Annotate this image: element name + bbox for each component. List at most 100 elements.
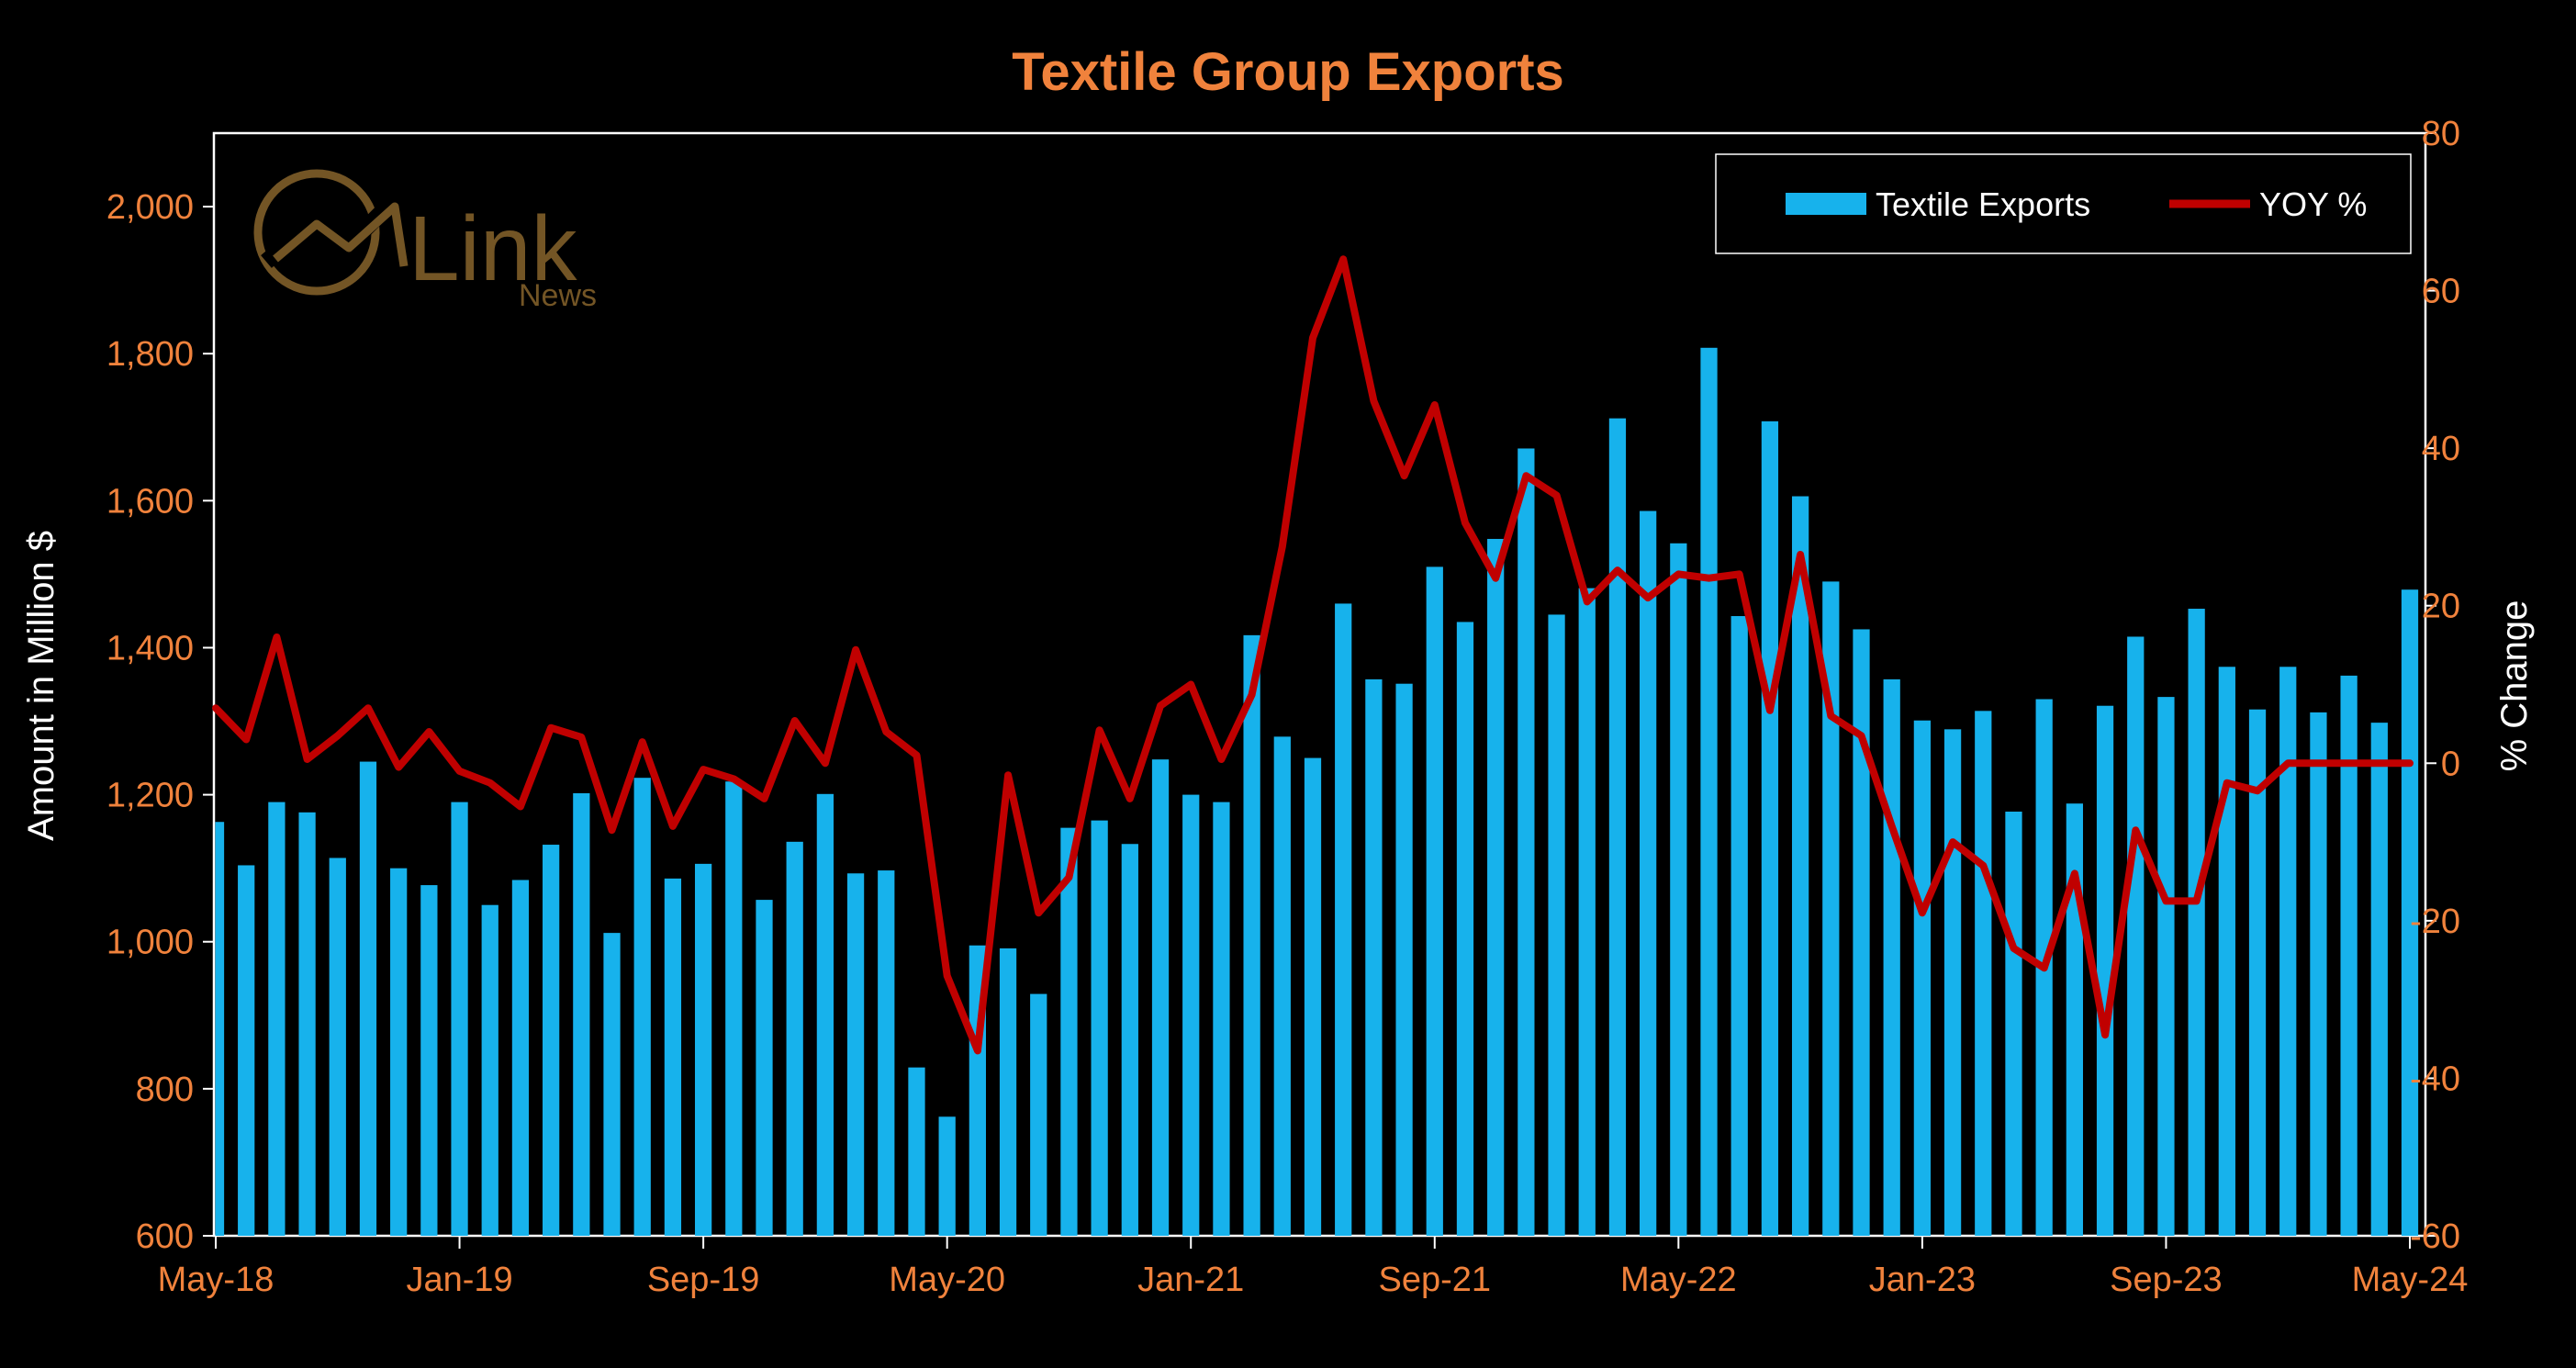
bar-textile-exports bbox=[694, 863, 712, 1236]
logo-mountain-icon bbox=[253, 169, 412, 296]
bar-textile-exports bbox=[664, 878, 682, 1236]
x-tick-label: Sep-21 bbox=[1379, 1261, 1492, 1299]
bar-textile-exports bbox=[1791, 496, 1809, 1236]
bar-textile-exports bbox=[329, 858, 346, 1236]
bar-textile-exports bbox=[2340, 675, 2358, 1236]
bar-textile-exports bbox=[603, 933, 621, 1236]
legend-label-yoy: YOY % bbox=[2259, 185, 2367, 223]
bar-textile-exports bbox=[1395, 683, 1413, 1236]
bar-textile-exports bbox=[2279, 667, 2297, 1236]
y-left-tick-label: 1,000 bbox=[106, 924, 194, 962]
y-right-tick-label: 40 bbox=[2422, 430, 2460, 468]
legend-label-textile-exports: Textile Exports bbox=[1876, 185, 2090, 223]
bar-textile-exports bbox=[2218, 667, 2235, 1236]
bar-textile-exports bbox=[2005, 812, 2022, 1236]
bar-textile-exports bbox=[2401, 589, 2419, 1236]
bar-textile-exports bbox=[573, 792, 590, 1236]
x-tick-label: Jan-19 bbox=[406, 1261, 512, 1299]
logo-sub-text: News bbox=[519, 278, 597, 313]
bar-textile-exports bbox=[215, 822, 225, 1236]
x-tick-label: May-20 bbox=[889, 1261, 1005, 1299]
bar-textile-exports bbox=[1943, 729, 1962, 1236]
bar-textile-exports bbox=[2310, 712, 2327, 1236]
bar-textile-exports bbox=[1121, 844, 1138, 1236]
bar-textile-exports bbox=[1243, 634, 1260, 1236]
watermark-logo: Link News bbox=[253, 169, 597, 313]
bar-textile-exports bbox=[238, 865, 255, 1236]
bar-textile-exports bbox=[1213, 802, 1230, 1236]
y-right-tick-label: -40 bbox=[2410, 1060, 2460, 1098]
bar-textile-exports bbox=[451, 802, 468, 1236]
logo-brand-text: Link bbox=[409, 197, 577, 300]
y-left-tick-label: 2,000 bbox=[106, 188, 194, 227]
bar-textile-exports bbox=[1151, 759, 1170, 1236]
y-left-tick-label: 600 bbox=[136, 1217, 194, 1256]
bar-textile-exports bbox=[725, 781, 743, 1236]
bar-textile-exports bbox=[816, 793, 834, 1236]
y-right-tick-label: -20 bbox=[2410, 903, 2460, 941]
bar-textile-exports bbox=[2127, 636, 2145, 1236]
bar-textile-exports bbox=[359, 761, 377, 1236]
bar-textile-exports bbox=[999, 948, 1017, 1236]
bar-textile-exports bbox=[481, 904, 498, 1236]
bar-textile-exports bbox=[938, 1116, 956, 1236]
bar-textile-exports bbox=[2248, 709, 2267, 1236]
bar-textile-exports bbox=[390, 868, 408, 1236]
bar-textile-exports bbox=[908, 1067, 925, 1236]
bar-textile-exports bbox=[268, 802, 286, 1236]
bar-textile-exports bbox=[1548, 614, 1565, 1236]
line-layer bbox=[212, 255, 2414, 1055]
bar-textile-exports bbox=[1335, 603, 1352, 1236]
bar-textile-exports bbox=[1640, 510, 1657, 1236]
bar-textile-exports bbox=[1030, 993, 1047, 1236]
y-right-tick-label: 20 bbox=[2422, 588, 2460, 626]
bar-textile-exports bbox=[1608, 418, 1627, 1236]
bar-textile-exports bbox=[1487, 538, 1505, 1236]
bar-textile-exports bbox=[1883, 678, 1900, 1236]
bar-textile-exports bbox=[1365, 678, 1383, 1236]
bar-textile-exports bbox=[846, 873, 865, 1236]
chart-title: Textile Group Exports bbox=[1012, 42, 1564, 102]
bar-textile-exports bbox=[2188, 609, 2205, 1236]
bar-textile-exports bbox=[420, 885, 438, 1236]
y-axis-left-label: Amount in Million $ bbox=[21, 531, 62, 841]
y-left-tick-label: 1,400 bbox=[106, 629, 194, 667]
bar-textile-exports bbox=[1853, 629, 1870, 1236]
bar-textile-exports bbox=[878, 870, 895, 1236]
y-right-tick-label: 80 bbox=[2422, 115, 2460, 153]
x-tick-label: Sep-19 bbox=[647, 1261, 760, 1299]
bar-textile-exports bbox=[786, 841, 803, 1236]
y-right-tick-label: -60 bbox=[2410, 1217, 2460, 1256]
x-tick-label: May-24 bbox=[2352, 1261, 2469, 1299]
bar-textile-exports bbox=[1182, 794, 1200, 1236]
bar-textile-exports bbox=[511, 880, 530, 1236]
bar-textile-exports bbox=[1578, 588, 1596, 1236]
x-tick-label: May-22 bbox=[1620, 1261, 1737, 1299]
y-left-tick-label: 1,600 bbox=[106, 482, 194, 521]
bar-textile-exports bbox=[633, 778, 651, 1236]
bar-textile-exports bbox=[756, 900, 773, 1236]
bars-layer bbox=[215, 347, 2419, 1237]
legend: Textile Exports YOY % bbox=[1715, 153, 2412, 254]
bar-textile-exports bbox=[298, 812, 316, 1236]
bar-textile-exports bbox=[2096, 705, 2114, 1236]
bar-textile-exports bbox=[1060, 827, 1078, 1236]
y-axis-right-label: % Change bbox=[2494, 600, 2535, 772]
x-tick-label: Sep-23 bbox=[2110, 1261, 2223, 1299]
line-yoy-series bbox=[212, 255, 2414, 1055]
bar-textile-exports bbox=[1518, 448, 1535, 1237]
bar-textile-exports bbox=[2157, 697, 2175, 1236]
bar-textile-exports bbox=[1456, 622, 1474, 1236]
y-left-tick-label: 800 bbox=[136, 1071, 194, 1109]
y-left-tick-label: 1,200 bbox=[106, 777, 194, 815]
bar-textile-exports bbox=[1761, 420, 1779, 1236]
bar-textile-exports bbox=[1700, 347, 1718, 1236]
bar-textile-exports bbox=[2066, 803, 2083, 1236]
axes-layer: 6008001,0001,2001,4001,6001,8002,000-60-… bbox=[106, 115, 2468, 1299]
bar-textile-exports bbox=[1273, 736, 1291, 1236]
bar-textile-exports bbox=[1670, 543, 1687, 1236]
bar-textile-exports bbox=[1304, 757, 1322, 1236]
bar-textile-exports bbox=[1426, 566, 1443, 1236]
